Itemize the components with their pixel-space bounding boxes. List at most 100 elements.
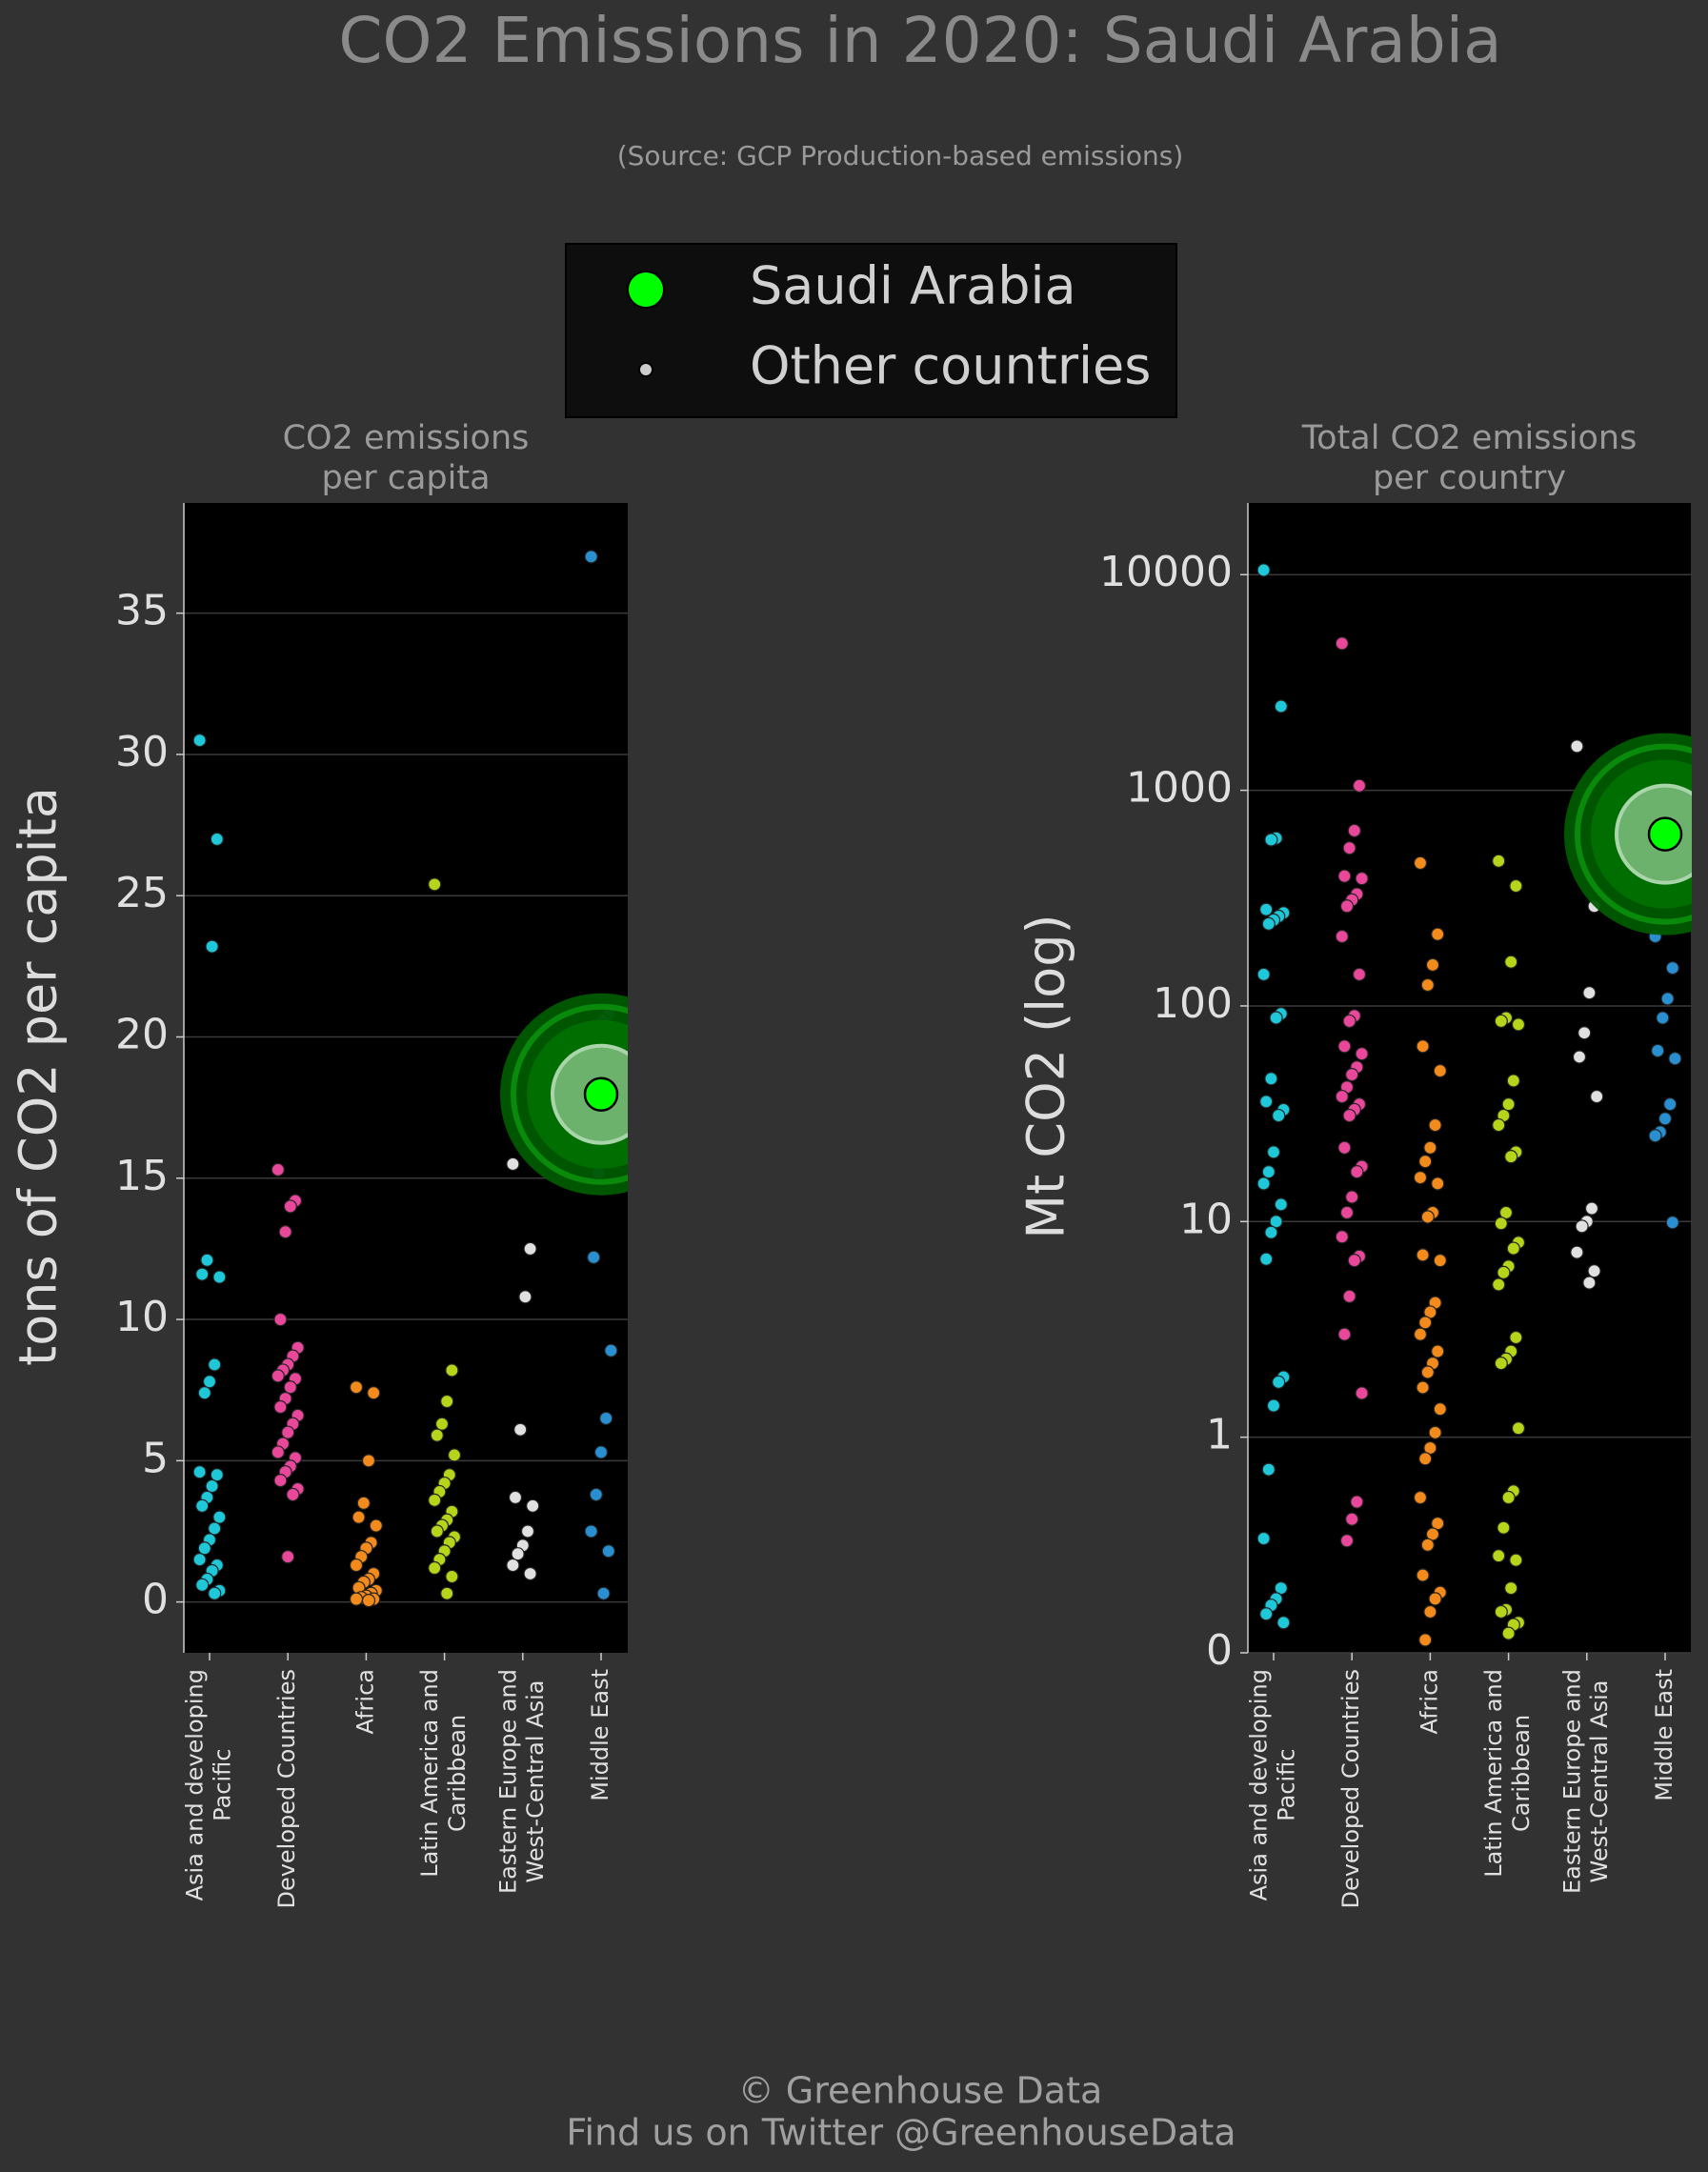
data-point (1570, 739, 1584, 754)
data-point (1269, 1215, 1283, 1229)
data-point (271, 1162, 285, 1176)
data-point (1347, 1254, 1361, 1268)
data-point (1504, 1150, 1518, 1164)
data-point (283, 1199, 297, 1214)
data-point (1418, 1452, 1433, 1466)
data-point (1648, 1129, 1662, 1143)
chart-title: CO2 emissions per capita (283, 419, 530, 497)
data-point (506, 1156, 520, 1172)
data-point (1501, 1097, 1516, 1112)
data-point (1259, 1607, 1274, 1621)
data-point (1352, 778, 1367, 793)
data-point (1668, 1052, 1682, 1066)
data-point (506, 1558, 520, 1573)
legend-box (565, 243, 1177, 418)
data-point (349, 1592, 364, 1606)
data-point (447, 1448, 462, 1462)
data-point (511, 1547, 525, 1561)
x-tick-label: Latin America andCaribbean (416, 1669, 471, 1878)
data-point (1259, 1095, 1274, 1109)
data-point (273, 1399, 288, 1415)
data-point (1269, 1011, 1283, 1025)
data-point (430, 1524, 444, 1538)
data-point (523, 1241, 537, 1257)
highlight-glow (500, 993, 628, 1196)
page-title: CO2 Emissions in 2020: Saudi Arabia (338, 4, 1501, 77)
data-point (205, 1478, 219, 1494)
y-tick-label: 10 (115, 1293, 169, 1341)
data-point (212, 1270, 227, 1284)
data-point (1416, 1568, 1430, 1582)
data-point (1418, 1633, 1433, 1647)
data-point (1494, 1014, 1508, 1029)
data-point (208, 1586, 222, 1600)
data-point (1352, 967, 1367, 981)
data-point (1509, 878, 1523, 894)
data-point (1345, 1190, 1359, 1204)
highlight-point (583, 1076, 619, 1112)
data-point (283, 1380, 297, 1395)
data-point (1350, 1495, 1364, 1509)
footer-line: Find us on Twitter @GreenhouseData (566, 2112, 1236, 2154)
data-point (208, 1358, 222, 1372)
data-point (1345, 1512, 1359, 1526)
legend-marker (627, 271, 665, 309)
data-point (1337, 1039, 1352, 1054)
data-point (197, 1541, 211, 1556)
data-point (1431, 1176, 1445, 1191)
chart-title: Total CO2 emissions per country (1301, 419, 1638, 497)
data-point (349, 1558, 364, 1573)
data-point (1256, 563, 1271, 577)
data-point (1342, 841, 1356, 855)
data-point (200, 1253, 214, 1267)
data-point (589, 1487, 603, 1502)
y-tick-label: 1000 (1126, 764, 1233, 813)
data-point (197, 1386, 211, 1400)
data-point (278, 1225, 292, 1239)
y-tick-label: 35 (115, 587, 169, 635)
data-point (1494, 1217, 1508, 1231)
y-tick-label: 100 (1153, 979, 1233, 1028)
data-point (1658, 1112, 1673, 1126)
data-point (428, 1493, 442, 1507)
data-point (1497, 1265, 1511, 1279)
y-tick-label: 15 (115, 1152, 169, 1200)
data-point (1274, 1197, 1288, 1212)
data-point (1416, 1380, 1430, 1395)
data-point (1663, 1097, 1678, 1112)
data-point (1660, 992, 1675, 1006)
highlight-glow (1564, 733, 1692, 935)
x-tick-label: Eastern Europe andWest-Central Asia (494, 1669, 549, 1894)
data-point (202, 1375, 217, 1389)
data-point (1492, 1277, 1506, 1292)
data-point (1577, 1026, 1592, 1040)
data-point (369, 1518, 383, 1533)
data-point (1420, 1538, 1435, 1552)
data-point (1355, 1047, 1369, 1061)
data-point (1256, 1176, 1271, 1191)
data-point (205, 939, 219, 954)
data-point (1264, 1225, 1278, 1239)
x-tick-label: Developed Countries (1337, 1669, 1364, 1909)
x-tick-label: Latin America andCaribbean (1480, 1669, 1535, 1878)
glow-ring (1575, 743, 1692, 925)
data-point (604, 1343, 618, 1358)
data-point (508, 1490, 523, 1504)
x-tick-label: Middle East (587, 1669, 613, 1801)
data-point (440, 1394, 454, 1409)
data-point (356, 1496, 371, 1510)
data-point (1274, 699, 1288, 714)
data-point (1337, 1327, 1352, 1341)
data-point (1498, 1205, 1514, 1220)
data-point (1259, 902, 1274, 916)
data-point (593, 1445, 609, 1459)
data-point (1570, 1245, 1584, 1259)
data-point (1575, 1219, 1589, 1234)
data-point (273, 1312, 288, 1327)
data-point (599, 1411, 613, 1425)
data-point (361, 1594, 376, 1608)
data-point (1509, 1330, 1523, 1345)
y-axis-label: tons of CO2 per capita (9, 787, 69, 1366)
data-point (1335, 1230, 1349, 1244)
